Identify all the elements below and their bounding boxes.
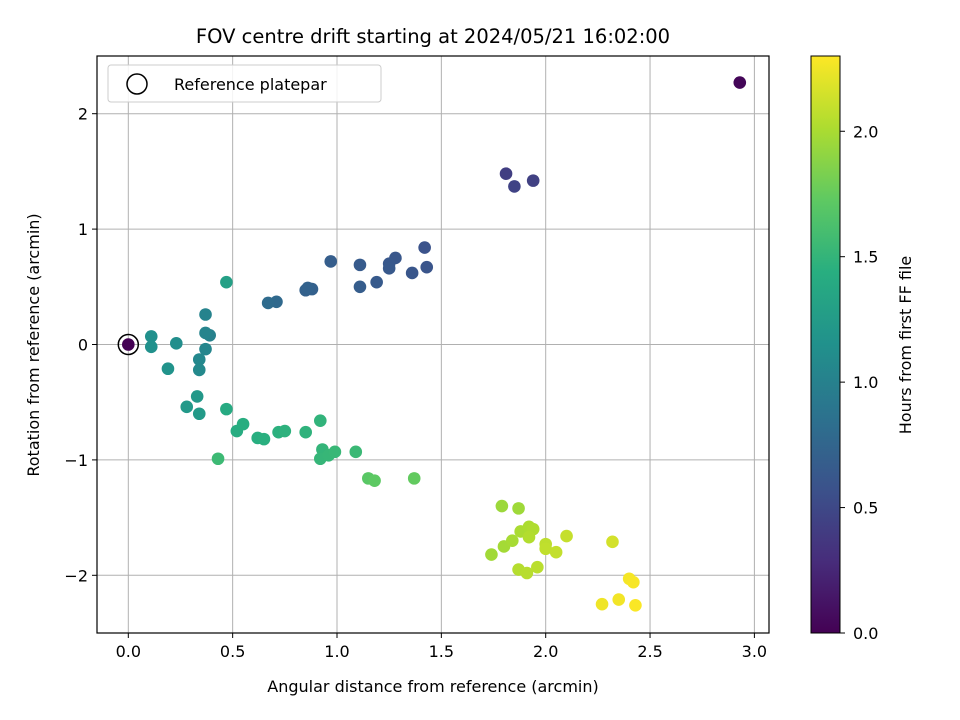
- scatter-point: [170, 337, 183, 350]
- scatter-point: [370, 275, 383, 289]
- scatter-point: [522, 530, 536, 544]
- legend-box: [107, 64, 382, 103]
- y-tick-label: −1: [64, 451, 88, 470]
- scatter-point: [180, 400, 194, 414]
- scatter-point: [382, 262, 396, 275]
- scatter-point: [539, 542, 552, 556]
- x-tick-label: 1.5: [429, 642, 454, 661]
- scatter-point: [733, 76, 747, 89]
- scatter-point: [499, 167, 513, 181]
- scatter-point: [261, 296, 275, 310]
- colorbar-tick-label: 0.0: [853, 624, 878, 643]
- scatter-point: [629, 599, 642, 612]
- reference-marker: [117, 333, 140, 356]
- x-tick-label: 3.0: [742, 642, 767, 661]
- scatter-point: [485, 548, 498, 561]
- scatter-point: [278, 424, 292, 438]
- scatter-point: [368, 474, 381, 487]
- scatter-point: [512, 502, 525, 515]
- scatter-point: [328, 445, 342, 459]
- x-axis-ticks: 0.0 0.5 1.0 1.5 2.0 2.5 3.0: [116, 633, 767, 661]
- scatter-point: [236, 417, 250, 431]
- x-tick-label: 1.0: [324, 642, 349, 661]
- y-axis-label: Rotation from reference (arcmin): [24, 213, 43, 476]
- scatter-point: [211, 452, 225, 466]
- scatter-point: [161, 362, 175, 376]
- legend-marker-reference: [126, 73, 148, 95]
- scatter-point: [301, 281, 315, 295]
- x-tick-label: 0.0: [116, 642, 141, 661]
- y-tick-label: 2: [78, 105, 88, 124]
- scatter-point: [612, 593, 626, 606]
- scatter-point: [495, 499, 509, 513]
- x-tick-label: 2.5: [637, 642, 662, 661]
- grid-lines: [97, 56, 769, 633]
- scatter-point: [192, 363, 206, 377]
- scatter-point: [299, 425, 312, 439]
- scatter-point: [508, 180, 521, 193]
- scatter-point: [257, 432, 271, 446]
- scatter-point: [627, 575, 640, 589]
- scatter-point: [606, 535, 619, 549]
- scatter-point: [192, 353, 206, 366]
- x-tick-label: 0.5: [220, 642, 245, 661]
- scatter-point: [520, 566, 534, 580]
- colorbar-ticks: 0.0 0.5 1.0 1.5 2.0: [840, 122, 878, 643]
- colorbar-tick-label: 0.5: [853, 499, 878, 518]
- chart-title: FOV centre drift starting at 2024/05/21 …: [196, 25, 670, 48]
- scatter-point: [220, 402, 233, 416]
- scatter-point: [199, 326, 212, 340]
- colorbar-gradient: [810, 55, 841, 634]
- y-axis-ticks: −2 −1 0 1 2: [64, 105, 97, 585]
- scatter-point: [190, 390, 204, 403]
- scatter-point: [314, 414, 327, 427]
- colorbar-tick-label: 2.0: [853, 122, 878, 141]
- legend: Reference platepar: [107, 64, 382, 103]
- scatter-point: [220, 275, 233, 289]
- scatter-point: [418, 241, 431, 254]
- legend-label-reference: Reference platepar: [174, 75, 327, 94]
- reference-platepar: [117, 333, 140, 356]
- colorbar-tick-label: 1.0: [853, 373, 878, 392]
- scatter-point: [560, 529, 573, 543]
- scatter-point: [199, 308, 212, 321]
- scatter-point: [405, 266, 419, 280]
- x-tick-label: 2.0: [533, 642, 558, 661]
- y-tick-label: 1: [78, 220, 88, 239]
- scatter-point: [506, 534, 519, 547]
- colorbar-tick-label: 1.5: [853, 248, 878, 267]
- scatter-point: [349, 445, 363, 459]
- scatter-point: [407, 472, 421, 485]
- scatter-point: [353, 258, 367, 272]
- scatter-point: [324, 255, 338, 268]
- scatter-point: [144, 330, 158, 343]
- scatter-point: [122, 338, 135, 351]
- scatter-point: [353, 280, 367, 294]
- scatter-point: [549, 545, 563, 559]
- colorbar-label: Hours from first FF file: [896, 256, 915, 435]
- scatter-point: [199, 342, 212, 356]
- scatter-point: [531, 560, 544, 574]
- scatter-point: [526, 174, 540, 187]
- data-points: [122, 76, 747, 612]
- scatter-point: [420, 260, 434, 274]
- scatter-point: [192, 407, 206, 421]
- scatter-point: [144, 340, 158, 354]
- colorbar: 0.0 0.5 1.0 1.5 2.0 Hours from first FF file: [810, 55, 915, 643]
- y-tick-label: 0: [78, 336, 88, 355]
- y-tick-label: −2: [64, 566, 88, 585]
- x-axis-label: Angular distance from reference (arcmin): [267, 677, 598, 696]
- scatter-point: [595, 597, 609, 611]
